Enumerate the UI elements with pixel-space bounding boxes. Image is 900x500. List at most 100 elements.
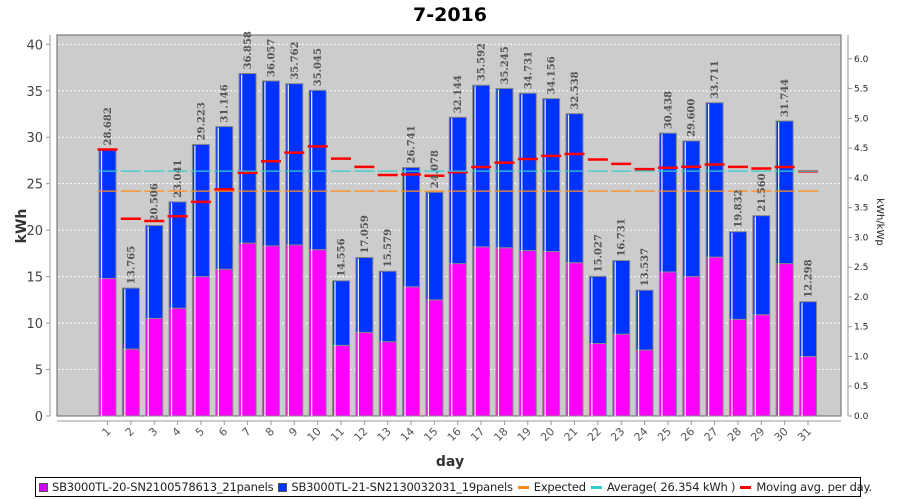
data-label: 32.144 bbox=[453, 75, 464, 113]
data-label: 34.156 bbox=[547, 56, 558, 94]
x-tick-label: 4 bbox=[170, 425, 184, 439]
x-axis-label: day bbox=[436, 454, 464, 470]
bar-segment-series-2 bbox=[402, 167, 421, 288]
bar-group bbox=[472, 84, 491, 417]
bar-segment-series-2 bbox=[728, 231, 747, 320]
bar-group bbox=[355, 256, 374, 417]
x-tick-label: 9 bbox=[286, 425, 300, 439]
bar-group bbox=[565, 113, 584, 417]
bar-segment-series-2 bbox=[565, 113, 584, 264]
x-tick-label: 24 bbox=[632, 425, 651, 444]
bar-segment-series-2 bbox=[168, 201, 187, 309]
bar-segment-series-2 bbox=[495, 87, 514, 249]
data-label: 36.057 bbox=[266, 39, 277, 77]
x-tick-label: 21 bbox=[562, 425, 581, 444]
x-tick-label: 5 bbox=[193, 425, 207, 439]
data-label: 35.245 bbox=[500, 46, 511, 84]
x-tick-label: 17 bbox=[468, 425, 487, 444]
y2-tick-label: 0.0 bbox=[854, 412, 869, 422]
data-label: 24.078 bbox=[430, 150, 441, 188]
y2-tick-label: 2.0 bbox=[854, 293, 869, 303]
bar-segment-series-2 bbox=[378, 270, 397, 343]
y-axis-label: kWh bbox=[14, 209, 30, 244]
bar-group bbox=[612, 260, 631, 417]
y2-tick-label: 1.0 bbox=[854, 352, 869, 362]
x-tick-label: 1 bbox=[99, 425, 113, 439]
bar-group bbox=[238, 72, 257, 417]
legend-label: Expected bbox=[533, 480, 586, 494]
x-tick-label: 29 bbox=[748, 425, 767, 444]
bar-segment-series-2 bbox=[308, 89, 327, 251]
y2-tick-label: 4.0 bbox=[854, 174, 869, 184]
bar-group bbox=[168, 201, 187, 417]
legend-label: SB3000TL-20-SN2100578613_21panels bbox=[52, 480, 274, 494]
x-tick-label: 30 bbox=[772, 425, 791, 444]
data-labels: 28.682 13.765 20.506 23.041 29.223 31.146 36.8… bbox=[103, 31, 815, 298]
bar-segment-series-2 bbox=[332, 280, 350, 346]
y-axis-left: 0 5 10 15 20 25 30 35 40 bbox=[26, 35, 51, 425]
x-tick-label: 13 bbox=[375, 425, 394, 444]
bar-segment-series-2 bbox=[588, 275, 607, 345]
bar-group bbox=[332, 280, 350, 417]
x-tick-label: 3 bbox=[146, 425, 160, 439]
bar-group bbox=[635, 289, 654, 417]
bar-group bbox=[658, 132, 677, 417]
legend-label: Moving avg. per day. bbox=[756, 480, 872, 494]
bar-group bbox=[518, 92, 537, 417]
y2-tick-label: 5.0 bbox=[854, 114, 869, 124]
legend-swatch-line bbox=[517, 485, 529, 489]
bar-group bbox=[121, 287, 140, 417]
data-label: 34.731 bbox=[523, 51, 534, 89]
y2-tick-label: 4.5 bbox=[854, 144, 868, 154]
x-tick-label: 31 bbox=[795, 425, 814, 444]
x-tick-label: 6 bbox=[216, 425, 230, 439]
x-tick-label: 11 bbox=[328, 425, 347, 444]
data-label: 13.537 bbox=[640, 248, 651, 286]
bar-segment-series-2 bbox=[612, 260, 631, 335]
bar-segment-series-2 bbox=[775, 120, 794, 265]
bar-group bbox=[425, 191, 444, 417]
y-tick-label: 35 bbox=[26, 85, 43, 100]
y-tick-label: 30 bbox=[26, 131, 43, 146]
y2-tick-label: 5.5 bbox=[854, 85, 868, 95]
y-tick-label: 25 bbox=[26, 178, 43, 193]
legend-item: SB3000TL-21-SN2130032031_19panels bbox=[278, 480, 513, 494]
y-tick-label: 5 bbox=[35, 364, 43, 379]
bar-group bbox=[775, 120, 794, 417]
bar-group bbox=[799, 301, 817, 417]
x-tick-label: 8 bbox=[263, 425, 277, 439]
x-tick-label: 15 bbox=[421, 425, 440, 444]
data-label: 30.438 bbox=[663, 91, 674, 129]
bar-group bbox=[542, 98, 561, 417]
data-label: 12.298 bbox=[804, 259, 815, 297]
bar-segment-series-2 bbox=[705, 102, 724, 258]
bar-segment-series-2 bbox=[261, 80, 280, 247]
reference-lines bbox=[97, 145, 818, 223]
bar-group bbox=[378, 270, 397, 417]
bar-segment-series-2 bbox=[518, 92, 537, 252]
bar-group bbox=[705, 102, 724, 417]
y2-tick-label: 3.5 bbox=[854, 204, 868, 214]
data-label: 16.731 bbox=[617, 218, 628, 256]
bar-segment-series-2 bbox=[215, 126, 234, 270]
bar-segment-series-2 bbox=[191, 143, 210, 278]
x-tick-label: 23 bbox=[608, 425, 627, 444]
bar-group bbox=[98, 148, 117, 417]
bar-group bbox=[285, 83, 304, 417]
x-tick-label: 2 bbox=[123, 425, 137, 439]
x-tick-label: 26 bbox=[678, 425, 697, 444]
x-tick-label: 28 bbox=[725, 425, 744, 444]
data-label: 13.765 bbox=[126, 246, 137, 284]
data-label: 35.045 bbox=[313, 48, 324, 86]
data-label: 15.579 bbox=[383, 229, 394, 267]
legend-swatch-box bbox=[39, 482, 48, 492]
bar-segment-series-2 bbox=[355, 256, 374, 333]
data-label: 28.682 bbox=[103, 107, 114, 145]
bar-segment-series-2 bbox=[121, 287, 140, 350]
y2-tick-label: 2.5 bbox=[854, 263, 868, 273]
data-label: 35.762 bbox=[290, 41, 301, 79]
x-axis: 1 2 3 4 5 6 7 8 9 10 11 12 13 14 15 16 17 18 19 20 21 22 23 24 2… bbox=[57, 420, 841, 444]
bar-group bbox=[682, 140, 701, 417]
bar-group bbox=[588, 275, 607, 417]
bar-group bbox=[191, 143, 210, 417]
